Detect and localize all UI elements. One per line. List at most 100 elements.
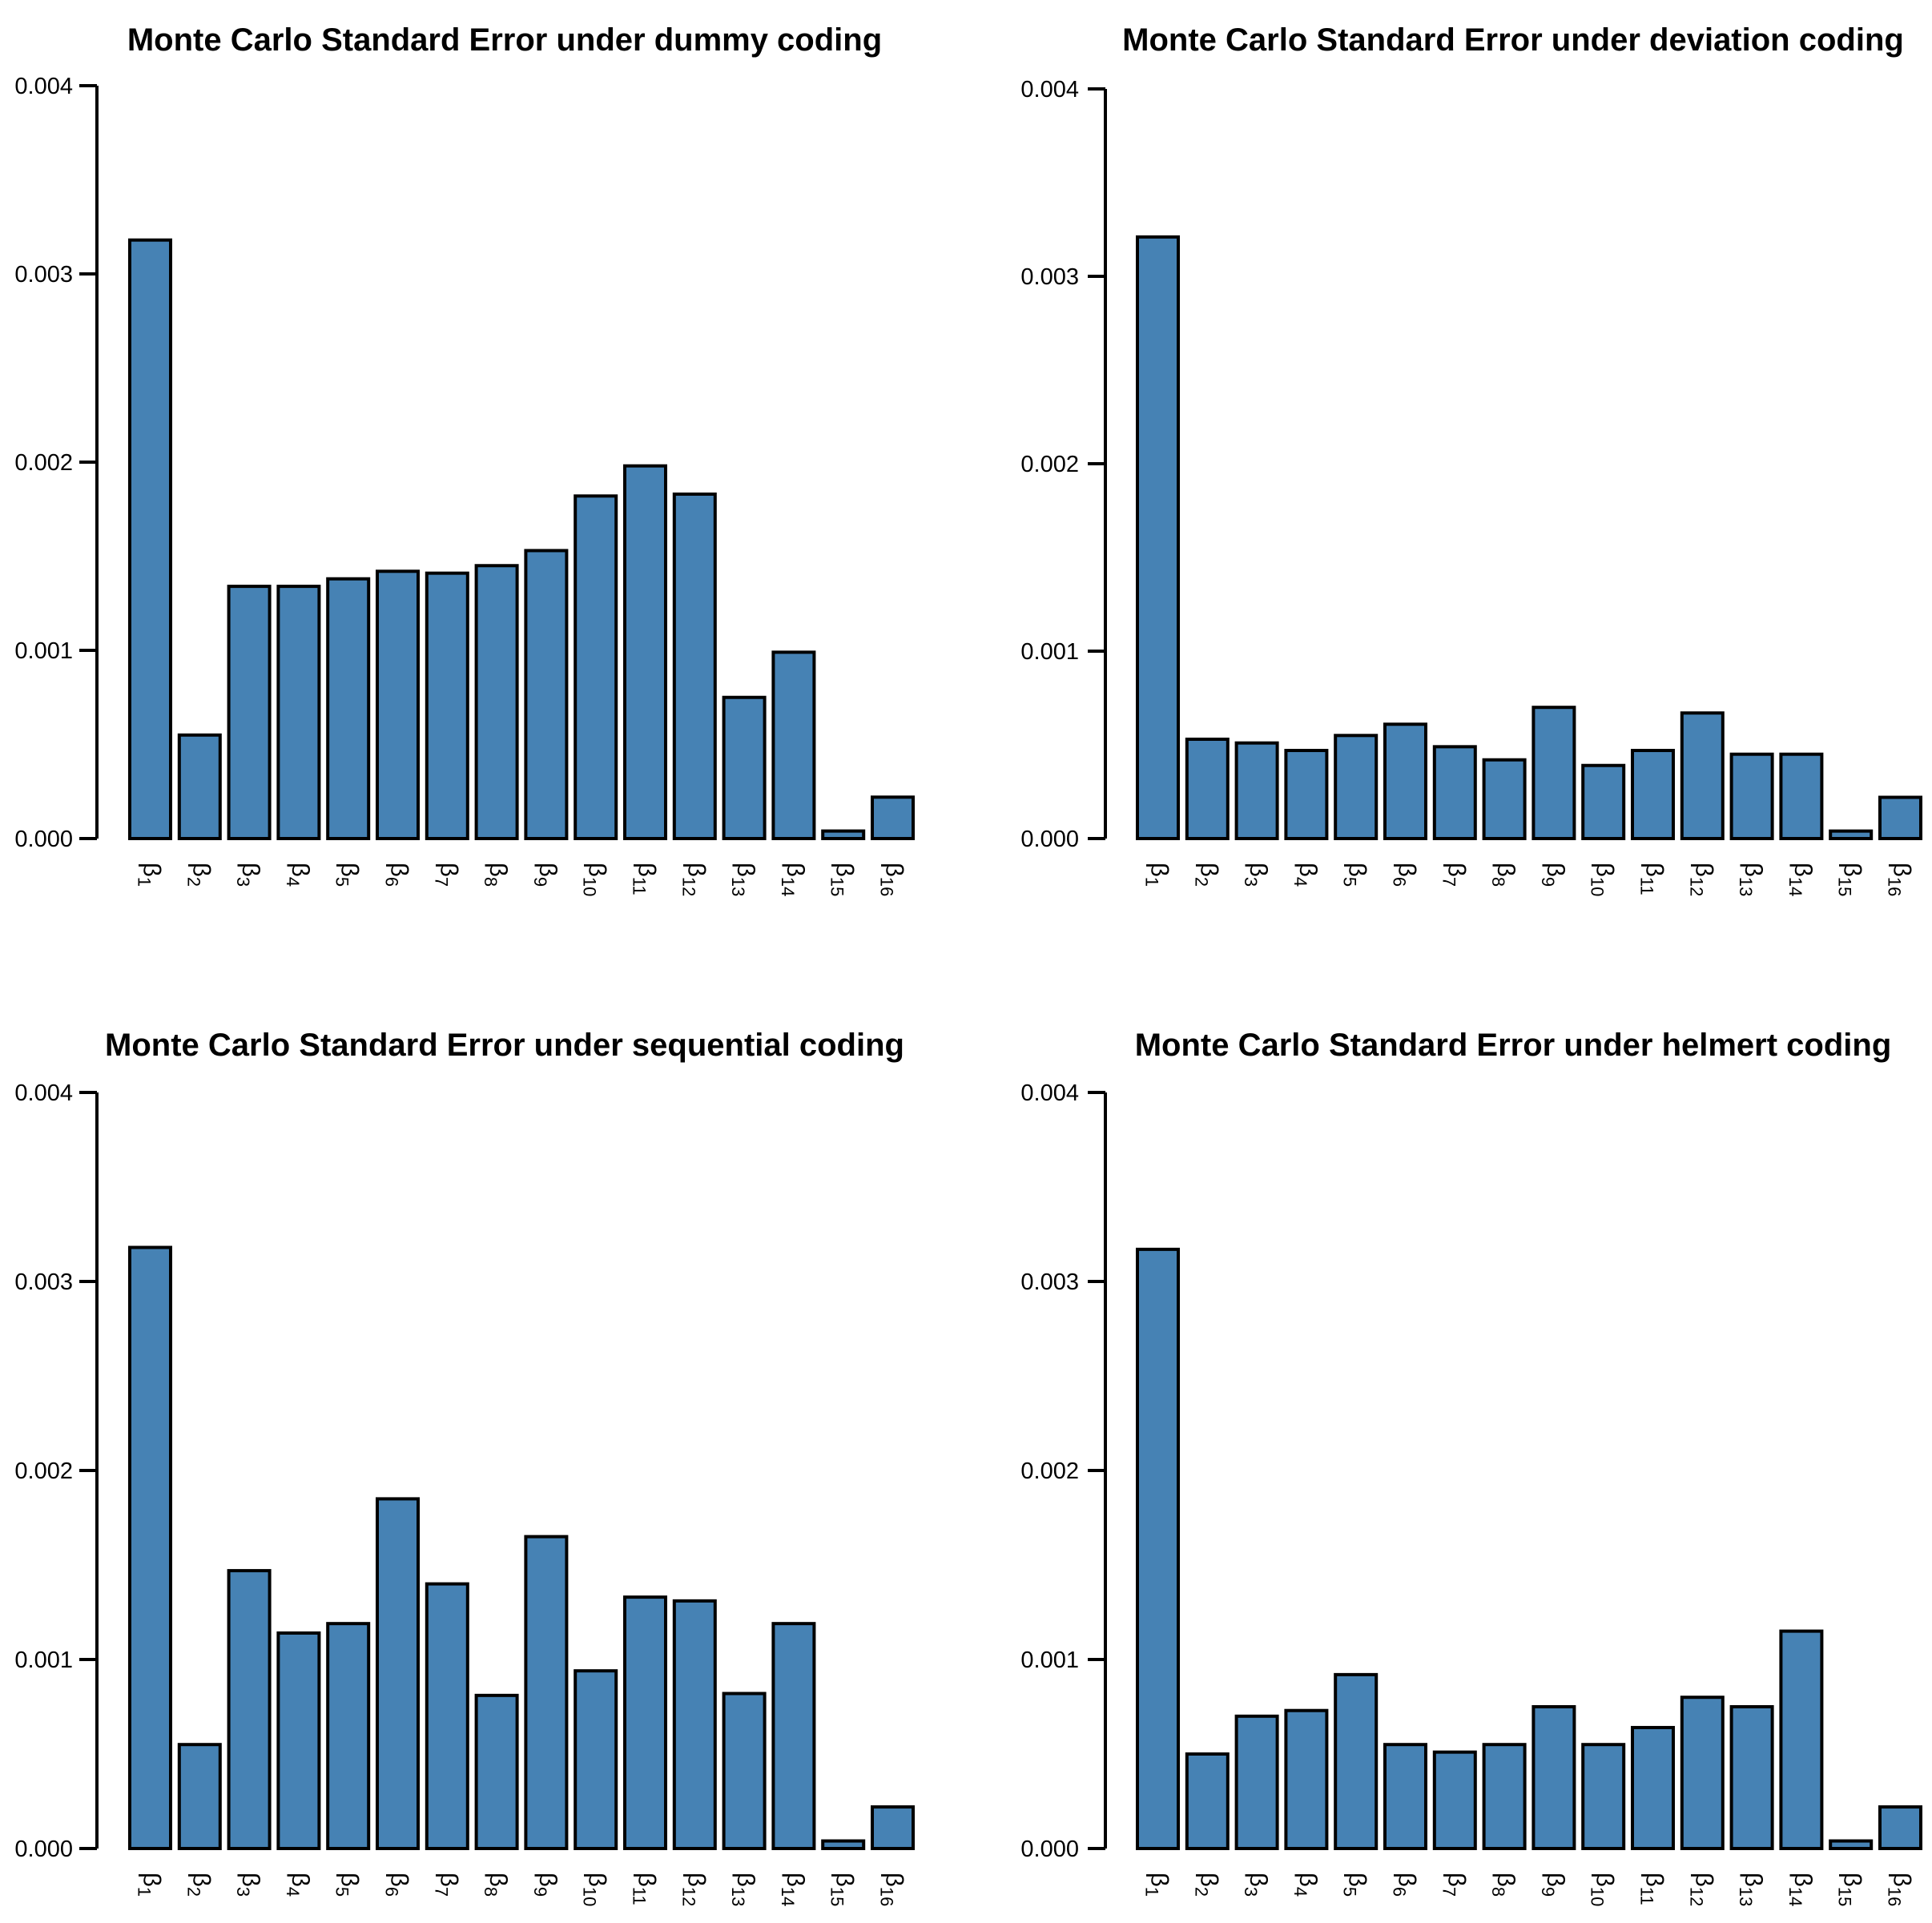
beta-subscript: 4 xyxy=(283,877,303,887)
x-category-label-beta-2: β2 xyxy=(1191,863,1223,887)
x-category-label-beta-4: β4 xyxy=(1290,863,1322,887)
y-tick-label-0.000: 0.000 xyxy=(1020,827,1079,852)
beta-glyph: β xyxy=(1542,1873,1570,1887)
x-category-label-beta-1: β1 xyxy=(1142,1873,1174,1897)
beta-subscript: 3 xyxy=(233,1887,253,1897)
bar-beta-15 xyxy=(821,829,866,840)
beta-glyph: β xyxy=(1492,1873,1520,1887)
beta-glyph: β xyxy=(336,863,364,877)
bar-beta-13 xyxy=(722,1692,767,1850)
x-category-label-beta-3: β3 xyxy=(233,1873,265,1897)
bar-beta-15 xyxy=(1829,1839,1874,1851)
y-tick-label-0.002: 0.002 xyxy=(14,450,73,476)
y-tick-label-0.001: 0.001 xyxy=(1020,1647,1079,1673)
beta-subscript: 8 xyxy=(1488,877,1508,887)
bar-beta-4 xyxy=(1284,1708,1329,1850)
x-category-label-beta-2: β2 xyxy=(183,863,215,887)
plot-area: 0.0000.0010.0020.0030.004β1β2β3β4β5β6β7β… xyxy=(1020,77,1922,896)
beta-glyph: β xyxy=(782,1873,810,1887)
x-category-label-beta-6: β6 xyxy=(382,1873,414,1897)
bar-beta-5 xyxy=(326,1622,371,1850)
x-category-label-beta-11: β11 xyxy=(1637,1873,1669,1905)
beta-subscript: 12 xyxy=(1686,1887,1706,1906)
beta-glyph: β xyxy=(584,1873,612,1887)
y-tick-label-0.003: 0.003 xyxy=(14,262,73,288)
x-category-label-beta-12: β12 xyxy=(678,863,710,896)
beta-glyph: β xyxy=(139,1873,167,1887)
plot-area: 0.0000.0010.0020.0030.004β1β2β3β4β5β6β7β… xyxy=(1020,1080,1922,1906)
beta-subscript: 4 xyxy=(1290,877,1310,887)
bar-beta-2 xyxy=(177,1743,222,1851)
beta-subscript: 2 xyxy=(183,877,203,887)
x-category-label-beta-14: β14 xyxy=(778,863,810,896)
bar-beta-5 xyxy=(326,577,371,840)
beta-glyph: β xyxy=(1394,863,1422,877)
y-tick-label-0.000: 0.000 xyxy=(1020,1837,1079,1862)
beta-glyph: β xyxy=(584,863,612,877)
beta-subscript: 8 xyxy=(1488,1887,1508,1897)
beta-glyph: β xyxy=(831,1873,859,1887)
beta-glyph: β xyxy=(831,863,859,877)
bar-beta-1 xyxy=(128,238,172,840)
x-category-label-beta-7: β7 xyxy=(431,863,463,887)
bar-beta-12 xyxy=(672,492,717,840)
beta-glyph: β xyxy=(1542,863,1570,877)
x-category-label-beta-6: β6 xyxy=(1390,1873,1422,1897)
y-tick-label-0.002: 0.002 xyxy=(14,1458,73,1484)
bar-beta-11 xyxy=(1631,1725,1675,1851)
x-category-label-beta-16: β16 xyxy=(877,1873,909,1906)
beta-glyph: β xyxy=(682,1873,710,1887)
y-tick-label-0.003: 0.003 xyxy=(14,1269,73,1295)
bar-beta-3 xyxy=(227,585,272,840)
beta-subscript: 1 xyxy=(1142,877,1162,887)
beta-subscript: 7 xyxy=(431,1887,451,1897)
beta-subscript: 13 xyxy=(728,877,748,896)
y-tick-label-0.002: 0.002 xyxy=(1020,1458,1079,1484)
beta-subscript: 13 xyxy=(1736,1887,1756,1906)
beta-glyph: β xyxy=(682,863,710,877)
x-category-label-beta-11: β11 xyxy=(630,863,662,895)
beta-glyph: β xyxy=(1195,863,1223,877)
x-category-label-beta-1: β1 xyxy=(135,1873,167,1897)
chart-title: Monte Carlo Standard Error under sequent… xyxy=(105,1028,904,1063)
beta-subscript: 10 xyxy=(580,877,600,896)
beta-subscript: 11 xyxy=(1637,1887,1657,1905)
x-category-label-beta-10: β10 xyxy=(1588,1873,1620,1906)
bar-beta-2 xyxy=(1185,737,1230,840)
beta-glyph: β xyxy=(187,1873,215,1887)
x-category-label-beta-10: β10 xyxy=(580,863,612,896)
beta-subscript: 6 xyxy=(382,1887,402,1897)
bar-beta-1 xyxy=(128,1245,172,1850)
beta-glyph: β xyxy=(1839,863,1867,877)
bar-beta-8 xyxy=(1482,758,1527,840)
bar-beta-10 xyxy=(1581,1743,1626,1851)
beta-subscript: 14 xyxy=(778,1887,798,1906)
beta-subscript: 10 xyxy=(1588,1887,1608,1906)
bar-beta-2 xyxy=(1185,1752,1230,1850)
beta-glyph: β xyxy=(386,863,414,877)
beta-subscript: 2 xyxy=(1191,877,1211,887)
beta-subscript: 10 xyxy=(1588,877,1608,896)
beta-subscript: 2 xyxy=(1191,1887,1211,1897)
beta-subscript: 6 xyxy=(382,877,402,887)
x-category-label-beta-12: β12 xyxy=(1686,1873,1718,1906)
beta-subscript: 6 xyxy=(1390,877,1410,887)
beta-subscript: 15 xyxy=(1835,877,1855,896)
beta-subscript: 5 xyxy=(332,1887,352,1897)
y-tick-label-0.000: 0.000 xyxy=(14,827,73,852)
chart-panel-sequential-coding: Monte Carlo Standard Error under sequent… xyxy=(0,961,966,1923)
chart-panel-dummy-coding: Monte Carlo Standard Error under dummy c… xyxy=(0,0,966,961)
x-category-label-beta-12: β12 xyxy=(678,1873,710,1906)
beta-subscript: 8 xyxy=(481,877,501,887)
bar-beta-10 xyxy=(1581,763,1626,840)
beta-subscript: 5 xyxy=(1340,1887,1360,1897)
beta-subscript: 14 xyxy=(1785,1887,1805,1906)
chart-panel-helmert-coding: Monte Carlo Standard Error under helmert… xyxy=(966,961,1932,1923)
beta-glyph: β xyxy=(1740,863,1768,877)
beta-subscript: 5 xyxy=(1340,877,1360,887)
x-category-label-beta-15: β15 xyxy=(1835,1873,1867,1906)
bar-beta-7 xyxy=(425,1582,469,1850)
beta-glyph: β xyxy=(386,1873,414,1887)
x-category-label-beta-9: β9 xyxy=(530,1873,562,1897)
beta-glyph: β xyxy=(187,863,215,877)
